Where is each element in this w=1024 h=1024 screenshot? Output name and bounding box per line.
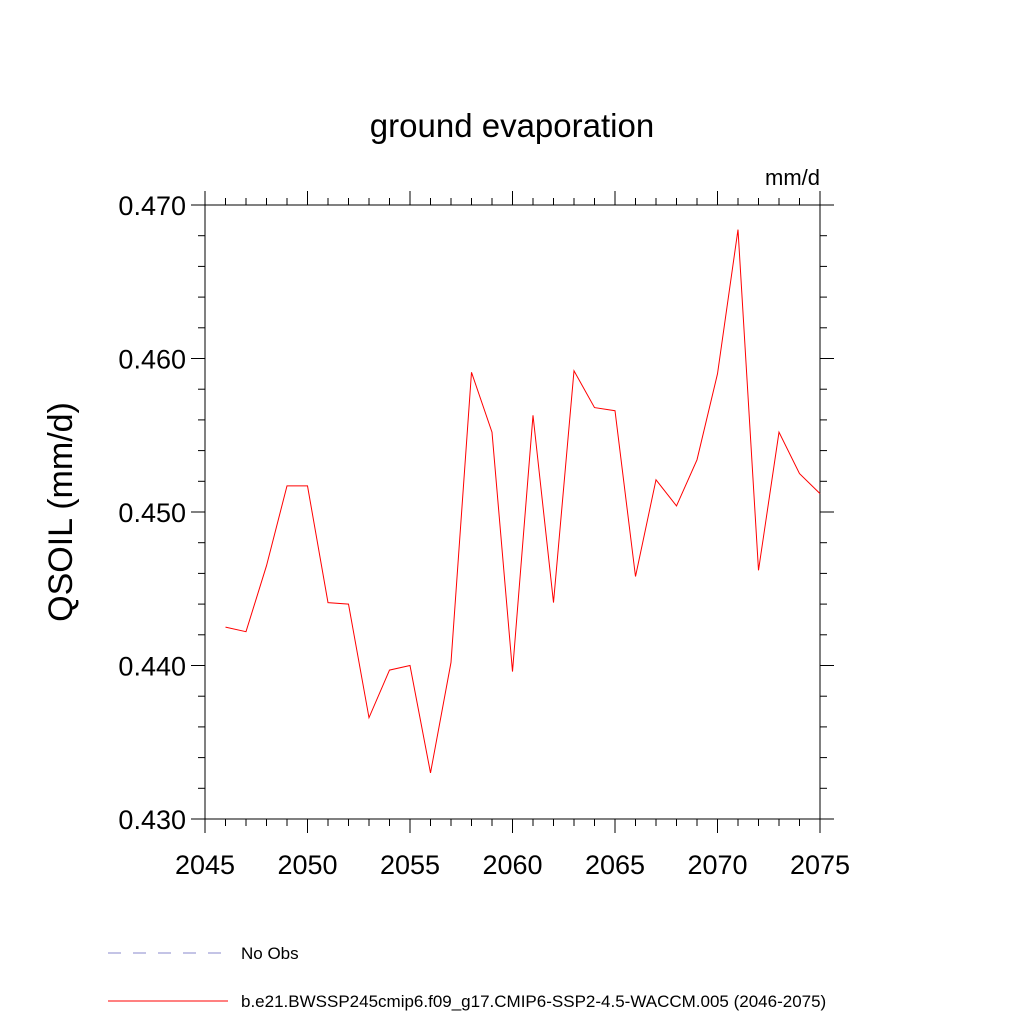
x-tick-label: 2045: [175, 850, 235, 880]
y-tick-label: 0.430: [118, 805, 186, 835]
series-line: [225, 229, 821, 773]
y-tick-label: 0.470: [118, 191, 186, 221]
axis-ticks: [191, 191, 834, 833]
plot-frame: [204, 204, 821, 820]
x-tick-label: 2070: [687, 850, 747, 880]
legend: No Obs b.e21.BWSSP245cmip6.f09_g17.CMIP6…: [108, 944, 826, 1011]
legend-label-model: b.e21.BWSSP245cmip6.f09_g17.CMIP6-SSP2-4…: [241, 992, 826, 1011]
x-tick-labels: 2045 2050 2055 2060 2065 2070 2075: [175, 850, 850, 880]
x-tick-label: 2055: [380, 850, 440, 880]
y-tick-labels: 0.430 0.440 0.450 0.460 0.470: [118, 191, 186, 835]
x-tick-label: 2050: [277, 850, 337, 880]
units-label: mm/d: [765, 165, 820, 190]
chart-title: ground evaporation: [370, 107, 654, 144]
y-tick-label: 0.460: [118, 345, 186, 375]
x-tick-label: 2075: [790, 850, 850, 880]
y-axis-label: QSOIL (mm/d): [42, 402, 80, 622]
x-tick-label: 2065: [585, 850, 645, 880]
x-tick-label: 2060: [482, 850, 542, 880]
y-tick-label: 0.440: [118, 652, 186, 682]
legend-label-no-obs: No Obs: [241, 944, 299, 963]
y-tick-label: 0.450: [118, 498, 186, 528]
series-layer: [225, 229, 821, 773]
